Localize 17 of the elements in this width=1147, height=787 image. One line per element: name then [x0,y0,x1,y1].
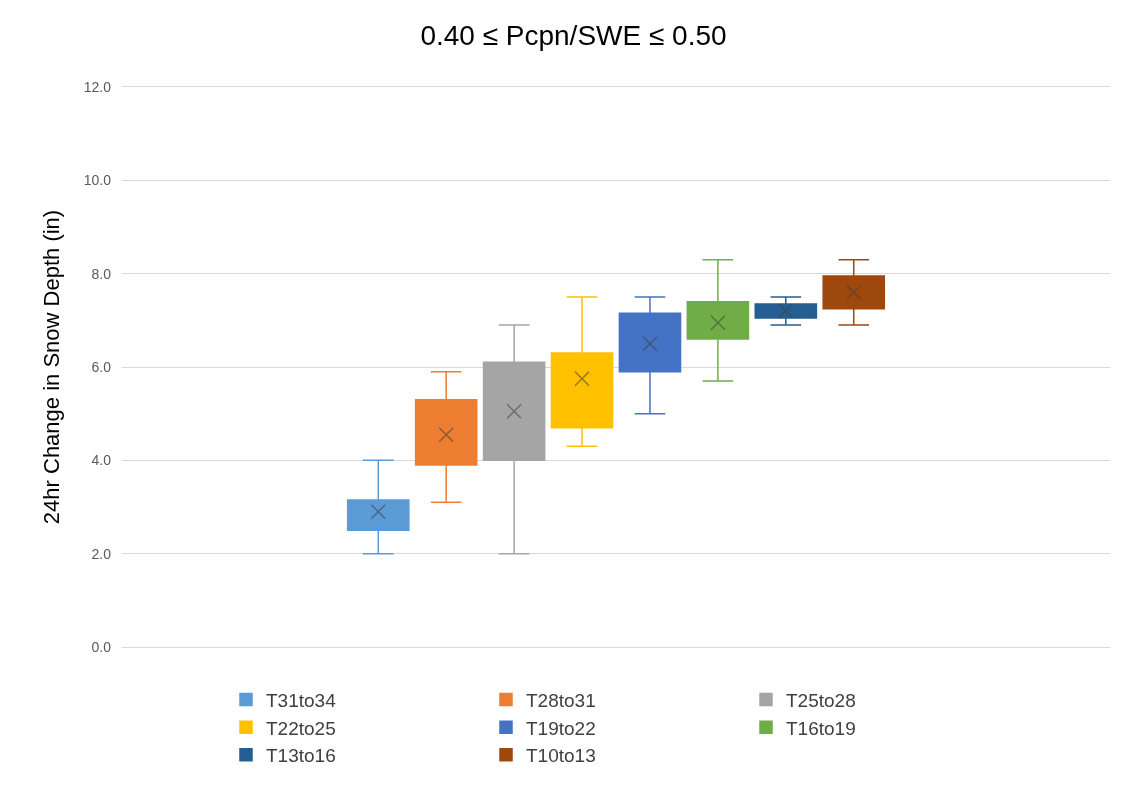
legend-label: T25to28 [786,689,856,711]
legend-label: T13to16 [266,745,336,767]
legend-label: T31to34 [266,689,337,711]
legend-label: T16to19 [786,717,856,739]
legend-label: T10to13 [526,745,596,767]
y-tick-label: 10.0 [83,172,112,189]
y-axis-title: 24hr Change in Snow Depth (in) [38,209,64,525]
y-tick-label: 2.0 [91,545,112,562]
y-tick-label: 6.0 [91,358,112,375]
y-tick-label: 12.0 [83,78,112,95]
legend-label: T28to31 [526,689,596,711]
y-tick-label: 8.0 [91,265,112,282]
y-tick-label: 0.0 [91,638,112,655]
legend-label: T19to22 [526,717,596,739]
y-tick-label: 4.0 [91,452,112,469]
chart-title: 0.40 ≤ Pcpn/SWE ≤ 0.50 [420,20,727,52]
legend-label: T22to25 [266,717,336,739]
